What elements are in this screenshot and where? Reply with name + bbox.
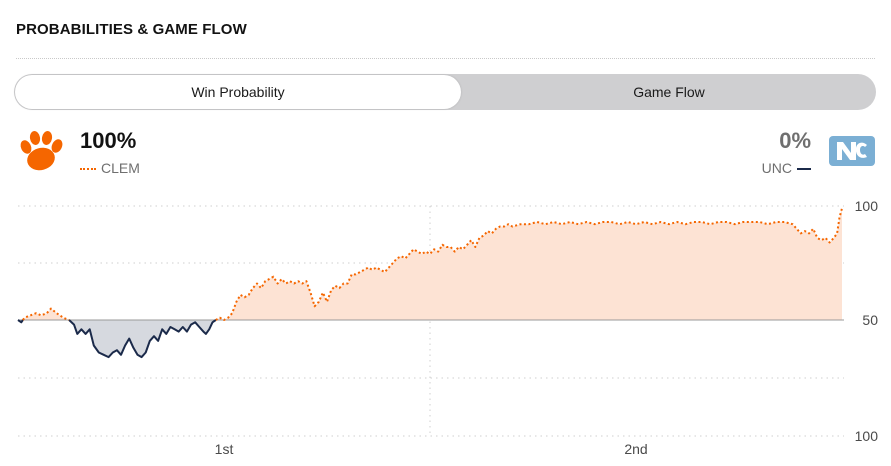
unc-line-segment-1 — [17, 319, 24, 324]
away-legend: UNC — [762, 160, 811, 176]
clem-area-1 — [22, 308, 70, 320]
clemson-paw-logo — [20, 131, 63, 171]
away-legend-swatch — [797, 168, 811, 171]
clem-line-segment-4 — [215, 208, 843, 321]
view-toggle: Win Probability Game Flow — [14, 74, 876, 110]
home-win-pct: 100% — [80, 128, 137, 153]
clem-area-2 — [215, 208, 842, 320]
x-tick-label-0: 1st — [215, 441, 234, 457]
unc-nc-logo — [829, 136, 875, 166]
unc-area-1 — [69, 320, 216, 358]
away-win-pct: 0% — [779, 128, 811, 153]
away-team-block: 0% UNC — [757, 126, 877, 176]
away-abbr: UNC — [761, 160, 792, 176]
y-tick-label-1: 50 — [862, 312, 878, 328]
home-abbr: CLEM — [101, 160, 140, 176]
home-legend: CLEM — [80, 160, 140, 176]
win-probability-chart: 100 50 100 1st 2nd — [17, 198, 879, 457]
clem-line-segment-2 — [22, 307, 70, 321]
x-tick-label-1: 2nd — [624, 441, 647, 457]
home-legend-swatch — [80, 168, 96, 171]
game-flow-tab[interactable]: Game Flow — [633, 84, 705, 100]
title-divider — [16, 58, 875, 59]
unc-line-segment-3 — [68, 319, 217, 359]
y-tick-label-0: 100 — [855, 198, 879, 214]
y-tick-label-2: 100 — [855, 428, 879, 444]
win-probability-tab[interactable]: Win Probability — [15, 75, 461, 109]
section-title: PROBABILITIES & GAME FLOW — [16, 21, 247, 38]
